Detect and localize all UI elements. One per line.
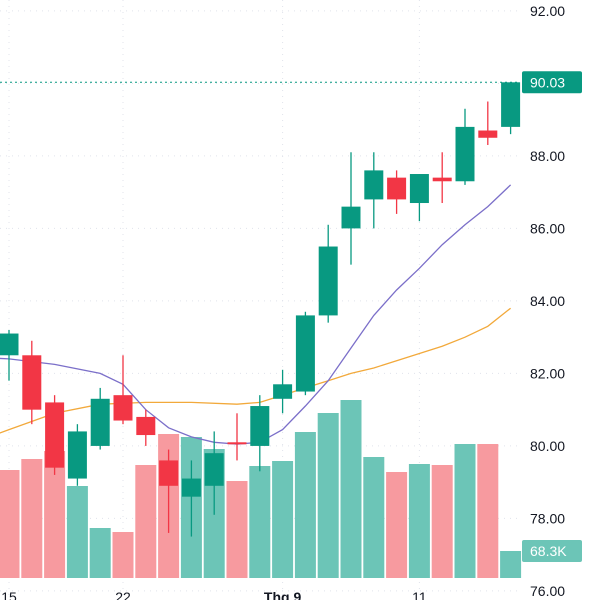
volume-bar [89, 528, 111, 578]
candle-body [478, 130, 498, 138]
last-price-badge: 90.03 [522, 71, 582, 94]
candle [159, 449, 179, 533]
y-tick-label: 80.00 [530, 438, 565, 454]
volume-bar [454, 444, 476, 578]
x-tick-label: Thg 9 [264, 589, 302, 600]
candle [0, 329, 19, 381]
candle [318, 224, 338, 323]
candle [113, 355, 133, 425]
y-tick-label: 86.00 [530, 220, 565, 236]
candle-body [204, 453, 224, 486]
candle-body [295, 315, 315, 392]
last-volume-badge-bg [522, 540, 582, 562]
volume-bar [408, 464, 430, 578]
candle [67, 424, 87, 486]
y-tick-label: 92.00 [530, 3, 565, 19]
volume-bar [294, 432, 316, 578]
volume-bar [135, 465, 157, 578]
candle-body [90, 398, 110, 446]
last-volume-badge-label: 68.3K [530, 543, 567, 559]
volume-bar [340, 400, 362, 578]
y-tick-label: 84.00 [530, 293, 565, 309]
volume-bar [363, 457, 385, 578]
candle-body [159, 460, 179, 486]
candle-body [364, 170, 384, 200]
candle [478, 101, 498, 146]
candle-body [409, 174, 429, 204]
y-tick-label: 78.00 [530, 510, 565, 526]
candle-body [136, 416, 156, 436]
last-price-badge-bg [522, 71, 582, 94]
candle [341, 152, 361, 265]
candle [22, 340, 42, 425]
y-tick-label: 76.00 [530, 583, 565, 599]
candle [204, 431, 224, 515]
volume-bar [21, 459, 43, 578]
volume-bar [317, 413, 339, 578]
candle-body [341, 206, 361, 229]
candle [409, 174, 429, 222]
candle [136, 409, 156, 446]
x-tick-label: 11 [412, 589, 427, 600]
y-tick-label: 82.00 [530, 365, 565, 381]
candle-body [113, 395, 133, 421]
volume-bar [386, 472, 408, 578]
candle-body [181, 478, 201, 497]
candle [227, 413, 247, 461]
volume-bar [249, 466, 271, 578]
y-tick-label: 88.00 [530, 148, 565, 164]
candle-layer [0, 82, 521, 537]
candle-body [273, 384, 293, 399]
time-axis[interactable]: 15 22 Thg 9 11 [1, 589, 427, 600]
moving-average-layer [0, 184, 512, 445]
volume-bar [477, 444, 499, 578]
x-tick-label: 15 [1, 589, 17, 600]
candle-body [501, 82, 521, 127]
candle [387, 170, 407, 214]
volume-bar [500, 551, 522, 578]
candle-body [455, 126, 475, 182]
candle [501, 82, 521, 135]
candle-body [22, 355, 42, 410]
candle-body [387, 177, 407, 200]
candle-body [45, 402, 65, 468]
candle-body [432, 177, 452, 182]
candle [273, 369, 293, 414]
moving-average-fast-line [0, 184, 512, 445]
volume-bar [431, 465, 453, 578]
candle [295, 311, 315, 396]
candle [90, 387, 110, 450]
volume-bar [272, 461, 294, 578]
candle-body [67, 431, 87, 479]
volume-bar [112, 532, 134, 578]
volume-bar [44, 451, 66, 578]
candle [250, 395, 270, 472]
candle [455, 108, 475, 185]
last-price-badge-label: 90.03 [530, 74, 565, 90]
candle-body [318, 246, 338, 316]
last-volume-badge: 68.3K [522, 540, 582, 562]
candle [364, 152, 384, 229]
candle [432, 152, 452, 204]
candle [45, 395, 65, 475]
volume-bar [66, 486, 88, 578]
volume-bar [226, 481, 248, 578]
volume-layer [0, 400, 522, 578]
volume-bar [0, 470, 20, 578]
candle-body [227, 442, 247, 445]
candle [181, 460, 201, 537]
candle-body [0, 333, 19, 356]
x-tick-label: 22 [115, 589, 131, 600]
candle-body [250, 406, 270, 446]
